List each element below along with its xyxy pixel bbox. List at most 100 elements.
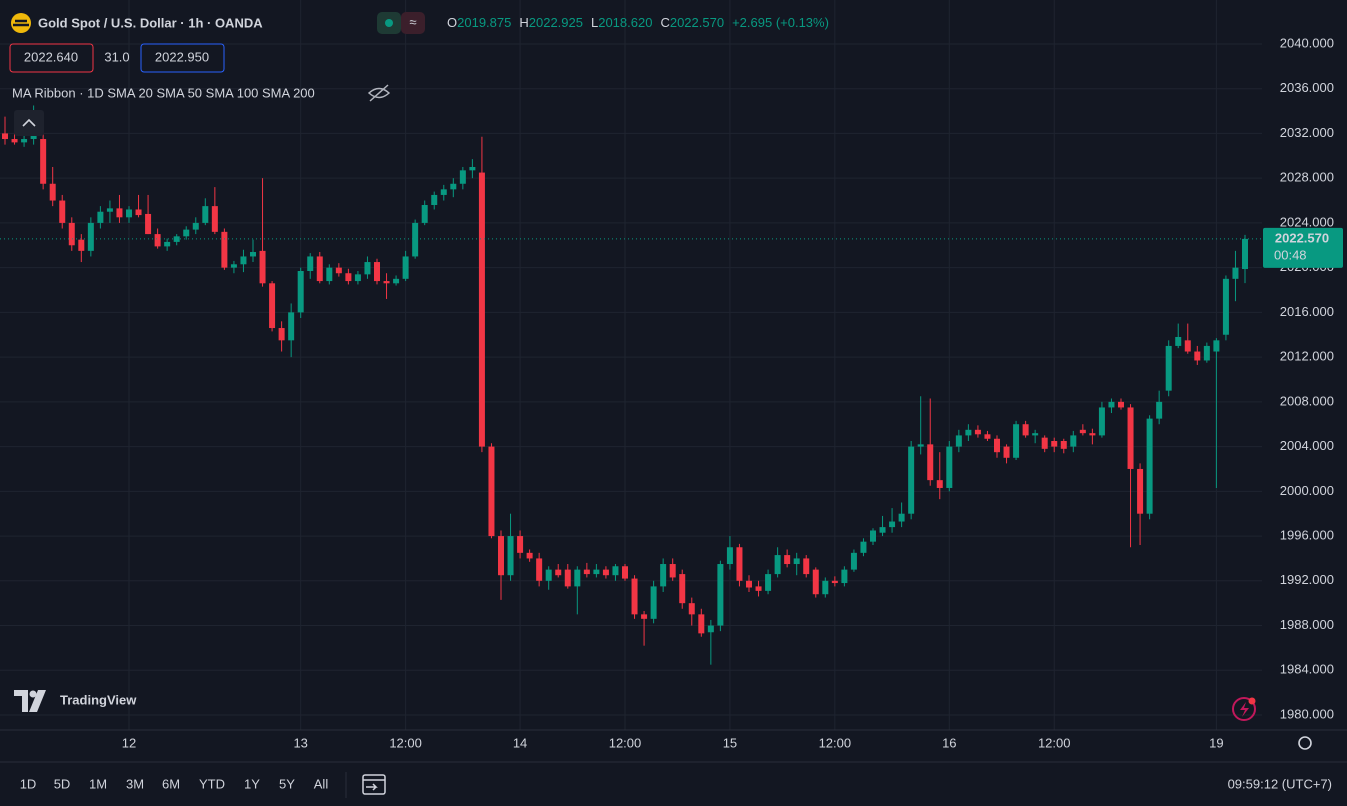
date-range-icon[interactable] (362, 774, 386, 795)
y-tick-label: 1996.000 (1280, 528, 1334, 543)
candle-body (879, 527, 886, 533)
candle-body (946, 446, 953, 488)
candle-body (688, 603, 695, 615)
range-button[interactable]: 6M (162, 776, 180, 791)
range-button[interactable]: YTD (199, 776, 225, 791)
candle-body (402, 256, 409, 279)
grid (0, 0, 1262, 730)
candle-body (259, 250, 266, 284)
candle-body (707, 625, 714, 633)
ohlc-value: 2018.620 (598, 15, 652, 30)
range-button[interactable]: 5D (54, 776, 71, 791)
candle-body (1194, 351, 1201, 361)
candle-body (383, 281, 390, 284)
x-tick-label: 15 (723, 735, 737, 750)
candle-body (354, 274, 361, 282)
range-button[interactable]: 3M (126, 776, 144, 791)
candle-body (994, 438, 1000, 453)
candle-body (1184, 340, 1191, 352)
clock[interactable]: 09:59:12 (UTC+7) (1228, 776, 1332, 791)
x-tick-label: 12:00 (1038, 735, 1071, 750)
bid-price[interactable]: 2022.640 (24, 49, 78, 64)
candle-body (1070, 435, 1077, 447)
range-button[interactable]: 1D (20, 776, 37, 791)
candle-body (154, 234, 161, 247)
candle-body (526, 552, 533, 559)
current-price-label: 2022.570 (1275, 230, 1329, 245)
candle-body (536, 558, 543, 581)
candle-body (1165, 345, 1172, 391)
candle-body (240, 256, 247, 265)
candle-body (1156, 401, 1163, 419)
range-button[interactable]: 5Y (279, 776, 295, 791)
candle-body (40, 139, 47, 184)
candle-body (1118, 401, 1124, 408)
candle-body (364, 262, 371, 275)
candle-body (1013, 424, 1020, 458)
candle-body (517, 536, 524, 553)
symbol-title[interactable]: Gold Spot / U.S. Dollar · 1h · OANDA (38, 15, 263, 30)
x-tick-label: 16 (942, 735, 956, 750)
candle-body (793, 558, 800, 565)
ohlc-key: H (519, 15, 528, 30)
candle-body (679, 574, 686, 604)
range-button[interactable]: 1Y (244, 776, 260, 791)
candle-body (1127, 407, 1134, 469)
candle-body (230, 264, 237, 268)
candle-body (1232, 267, 1239, 279)
x-tick-label: 12:00 (389, 735, 422, 750)
logo-icon (14, 690, 46, 712)
candle-body (1175, 336, 1182, 346)
candle-body (183, 229, 190, 237)
candle-body (583, 569, 590, 575)
candle-body (221, 231, 228, 268)
candle-body (870, 530, 876, 542)
candle-body (1137, 468, 1144, 514)
candles (0, 105, 1262, 665)
y-tick-label: 1980.000 (1280, 706, 1334, 721)
ask-price[interactable]: 2022.950 (155, 49, 209, 64)
candle-body (11, 139, 18, 143)
candle-body (288, 312, 295, 341)
range-button[interactable]: All (314, 776, 329, 791)
settings-icon[interactable] (1298, 736, 1312, 750)
indicator-legend[interactable]: MA Ribbon · 1D SMA 20 SMA 50 SMA 100 SMA… (12, 85, 315, 100)
candle-body (59, 200, 66, 223)
candle-body (145, 213, 152, 235)
candle-body (1041, 437, 1048, 449)
ohlc-value: 2022.925 (529, 15, 583, 30)
y-tick-label: 2024.000 (1280, 214, 1334, 229)
collapse-button[interactable] (14, 110, 44, 136)
candle-body (602, 569, 609, 576)
ask-box[interactable] (140, 43, 225, 73)
y-tick-label: 2012.000 (1280, 349, 1334, 364)
candle-body (469, 166, 476, 171)
candle-body (1060, 440, 1067, 449)
hide-icon[interactable] (367, 84, 391, 102)
candle-body (641, 614, 648, 619)
candle-body (68, 222, 75, 246)
candle-body (622, 566, 628, 579)
candle-body (593, 569, 600, 575)
candle-body (1203, 345, 1210, 361)
range-button[interactable]: 1M (89, 776, 107, 791)
candle-body (1089, 433, 1096, 436)
candle-body (345, 273, 352, 282)
candle-body (116, 208, 123, 218)
candle-body (831, 580, 838, 584)
candle-body (984, 434, 991, 439)
candle-body (860, 541, 867, 553)
x-tick-label: 14 (513, 735, 527, 750)
candle-body (374, 262, 380, 282)
alert-icon[interactable] (1232, 697, 1256, 721)
status-icon: ≈ (409, 14, 416, 29)
candle-body (49, 183, 56, 201)
candle-body (211, 206, 218, 232)
candle-body (164, 241, 171, 247)
bid-box[interactable] (9, 43, 94, 73)
candle-body (478, 172, 485, 447)
candle-body (736, 547, 743, 581)
candle-body (87, 222, 94, 251)
candle-body (669, 564, 676, 578)
